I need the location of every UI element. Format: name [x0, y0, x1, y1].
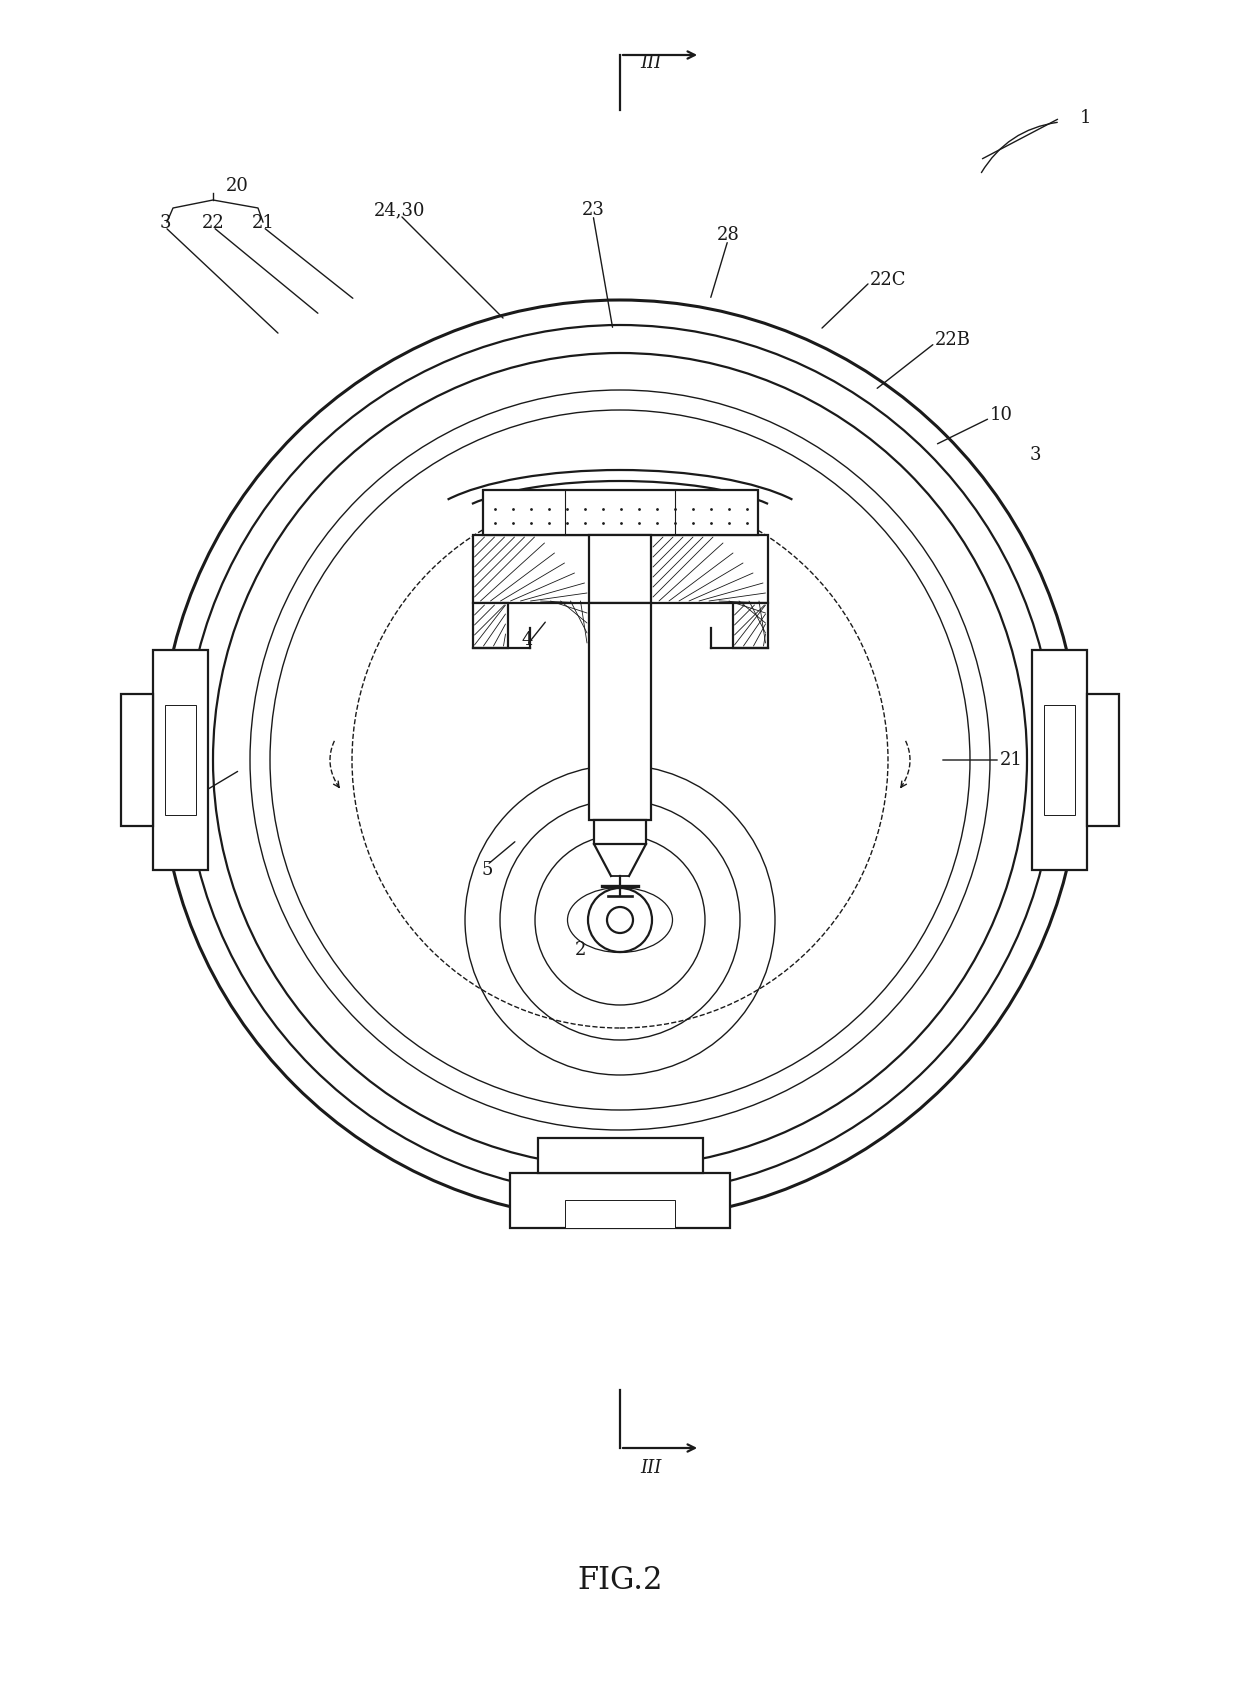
Bar: [1044, 704, 1075, 816]
Text: 23: 23: [582, 201, 604, 219]
Text: 21: 21: [252, 214, 274, 233]
Bar: [589, 603, 651, 821]
Bar: [165, 704, 196, 816]
Text: 1: 1: [1080, 110, 1091, 126]
Bar: [565, 1200, 675, 1227]
Bar: [472, 603, 507, 649]
Text: 3: 3: [159, 214, 171, 233]
Text: 10: 10: [990, 406, 1013, 425]
Text: 28: 28: [717, 226, 739, 244]
Bar: [589, 536, 651, 603]
Text: 24,30: 24,30: [374, 201, 425, 219]
Text: III: III: [640, 1459, 661, 1478]
Text: 22B: 22B: [935, 330, 971, 349]
Text: 21: 21: [999, 752, 1023, 768]
Text: 22C: 22C: [870, 271, 906, 290]
Bar: [472, 536, 768, 603]
Bar: [594, 821, 646, 844]
Bar: [1032, 650, 1087, 869]
Text: FIG.2: FIG.2: [578, 1564, 662, 1596]
Bar: [537, 1137, 703, 1173]
Text: 3: 3: [1030, 447, 1042, 463]
Text: 21: 21: [536, 1215, 558, 1233]
Bar: [122, 694, 153, 826]
Text: 5: 5: [481, 861, 492, 880]
Text: 21: 21: [144, 800, 167, 819]
Bar: [733, 603, 768, 649]
Text: 4: 4: [521, 630, 533, 649]
Text: III: III: [640, 54, 661, 72]
Bar: [1087, 694, 1118, 826]
Text: 22: 22: [202, 214, 224, 233]
Circle shape: [608, 907, 632, 933]
Text: 2: 2: [574, 940, 585, 959]
Bar: [482, 490, 758, 536]
Bar: [153, 650, 208, 869]
Bar: [510, 1173, 730, 1227]
Text: 20: 20: [226, 177, 248, 195]
